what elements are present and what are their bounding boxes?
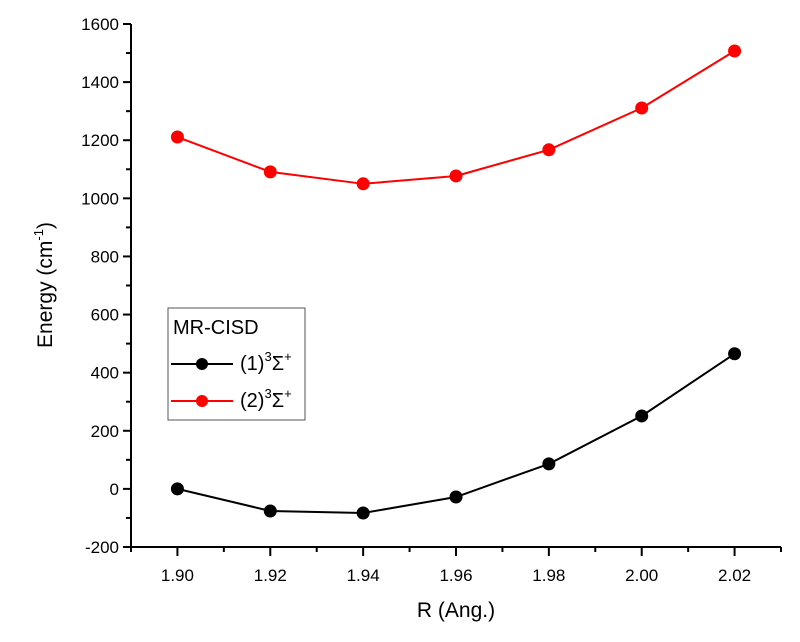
series-1-point	[170, 482, 184, 496]
x-tick-label: 1.90	[161, 566, 194, 585]
y-tick-label: 1200	[81, 131, 119, 150]
series-2-line	[177, 50, 736, 185]
series-2-point	[356, 177, 370, 191]
y-tick-label: 1400	[81, 73, 119, 92]
y-axis-title: Energy (cm-1)	[31, 222, 57, 348]
y-tick-label: 400	[91, 364, 119, 383]
y-axis-title-main: Energy (cm	[34, 241, 57, 348]
y-tick-label: 1000	[81, 189, 119, 208]
legend-label-series-2-prefix: (2)	[240, 390, 264, 412]
legend-label-series-2-sup2: +	[284, 386, 292, 401]
series-1-point	[263, 504, 277, 518]
legend-label-series-2: (2)3Σ+	[240, 386, 292, 412]
series-1-point	[635, 409, 649, 423]
y-tick-label: 200	[91, 422, 119, 441]
y-tick-label: -200	[85, 538, 119, 557]
legend-label-series-1-sup1: 3	[264, 349, 271, 364]
series-1-point	[356, 506, 370, 520]
series-1-point	[542, 457, 556, 471]
series-1	[170, 347, 742, 520]
legend-label-series-2-sigma: Σ	[272, 390, 284, 412]
series-1-point	[728, 347, 742, 361]
legend-label-series-1-sup2: +	[284, 349, 292, 364]
x-axis-title: R (Ang.)	[417, 599, 495, 622]
series-2-point	[542, 143, 556, 157]
legend-entry-series-1: (1)3Σ+	[171, 349, 292, 375]
x-tick-label: 1.94	[347, 566, 380, 585]
y-tick-label: 0	[110, 480, 119, 499]
legend: MR-CISD (1)3Σ+ (2)3Σ+	[167, 307, 306, 421]
legend-label-series-1-sigma: Σ	[272, 353, 284, 375]
series-2-point	[728, 44, 742, 58]
legend-label-series-1: (1)3Σ+	[240, 349, 292, 375]
y-axis-title-close: )	[34, 222, 57, 229]
series-2	[170, 44, 742, 191]
x-tick-label: 2.00	[625, 566, 658, 585]
x-ticks: 1.90 1.92 1.94 1.96 1.98 2.00 2.02	[130, 547, 782, 585]
series-2-point	[263, 165, 277, 179]
y-tick-label: 800	[91, 247, 119, 266]
series-2-point	[170, 130, 184, 144]
legend-entry-series-2: (2)3Σ+	[171, 386, 292, 412]
legend-marker-series-2	[196, 395, 208, 407]
series-2-point	[449, 169, 463, 183]
legend-title: MR-CISD	[173, 317, 259, 339]
series-layer	[170, 44, 742, 520]
series-1-point	[449, 490, 463, 504]
x-tick-label: 2.02	[718, 566, 751, 585]
legend-label-series-1-prefix: (1)	[240, 353, 264, 375]
y-axis-title-sup: -1	[31, 229, 46, 241]
legend-marker-series-1	[196, 358, 208, 370]
x-tick-label: 1.92	[254, 566, 287, 585]
y-ticks: -200 0 200 400 600 800 1000 1200 1400 1600	[81, 15, 131, 557]
x-tick-label: 1.98	[532, 566, 565, 585]
legend-label-series-2-sup1: 3	[264, 386, 271, 401]
y-tick-label: 600	[91, 306, 119, 325]
y-tick-label: 1600	[81, 15, 119, 34]
x-tick-label: 1.96	[439, 566, 472, 585]
series-2-point	[635, 101, 649, 115]
